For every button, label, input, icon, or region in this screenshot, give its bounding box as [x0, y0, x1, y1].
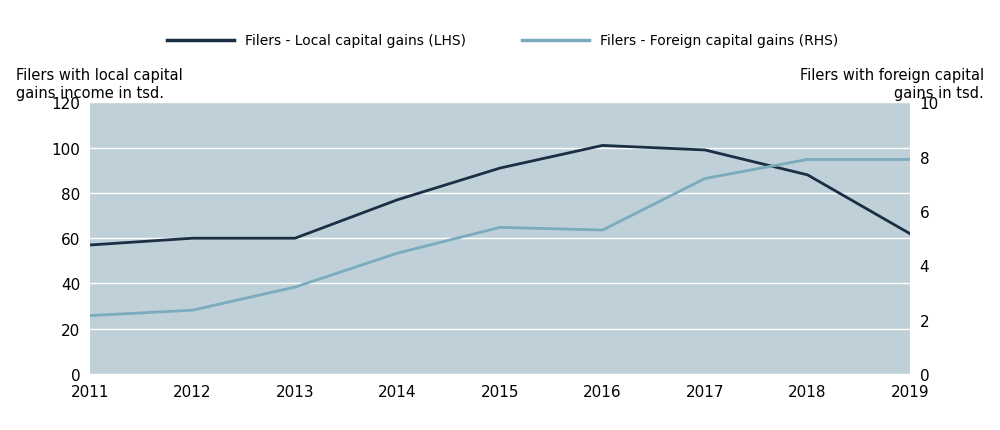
Text: Filers with foreign capital
gains in tsd.: Filers with foreign capital gains in tsd…	[800, 68, 984, 100]
Text: Filers with local capital
gains income in tsd.: Filers with local capital gains income i…	[16, 68, 183, 100]
Text: Filers - Local capital gains (LHS): Filers - Local capital gains (LHS)	[245, 34, 466, 48]
Text: Filers - Foreign capital gains (RHS): Filers - Foreign capital gains (RHS)	[600, 34, 838, 48]
